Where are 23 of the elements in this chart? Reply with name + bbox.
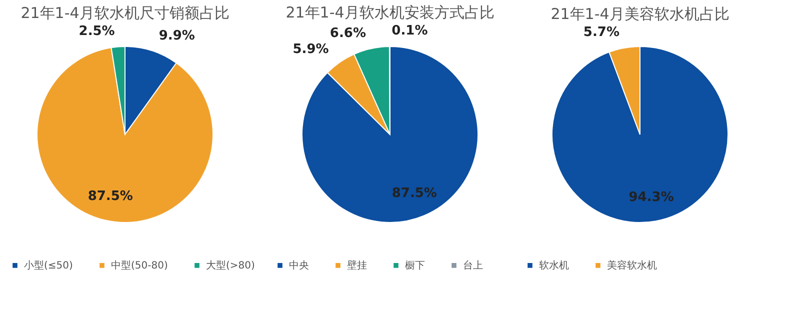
chart-title: 21年1-4月软水机安装方式占比 [286, 4, 494, 22]
chart-title: 21年1-4月美容软水机占比 [550, 5, 730, 24]
legend-label: 壁挂 [347, 259, 367, 272]
data-label: 87.5% [88, 189, 133, 204]
legend-label: 美容软水机 [607, 259, 657, 272]
data-label: 94.3% [628, 190, 674, 205]
pie-slice [36, 47, 214, 223]
data-label: 5.7% [583, 25, 620, 40]
legend-label: 中型(50-80) [111, 259, 168, 272]
legend-label: 台上 [463, 259, 483, 272]
data-label: 0.1% [392, 24, 428, 38]
data-label: 5.9% [292, 42, 329, 57]
pie-slice [552, 46, 728, 223]
legend-label: 小型(≤50) [24, 259, 74, 272]
legend-label: 大型(>80) [206, 259, 256, 272]
slice-label: 软水机 [539, 259, 569, 272]
data-label: 6.6% [330, 26, 366, 41]
chart-title: 21年1-4月软水机尺寸销额占比 [20, 4, 230, 22]
slice-label: 中央 [289, 259, 309, 272]
legend-label: 橱下 [405, 259, 425, 272]
data-label: 2.5% [78, 24, 115, 39]
data-label: 9.9% [158, 28, 195, 44]
data-label: 87.5% [392, 186, 437, 201]
